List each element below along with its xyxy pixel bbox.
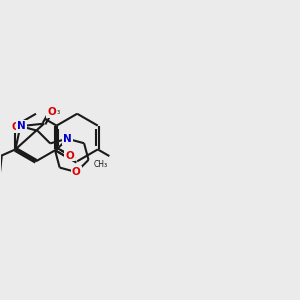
Text: N: N [63, 134, 72, 144]
Text: CH₃: CH₃ [94, 160, 108, 169]
Text: CH₃: CH₃ [46, 107, 61, 116]
Text: O: O [11, 122, 20, 132]
Text: N: N [17, 121, 26, 131]
Text: O: O [65, 151, 74, 160]
Text: O: O [47, 107, 56, 117]
Text: O: O [72, 167, 81, 177]
